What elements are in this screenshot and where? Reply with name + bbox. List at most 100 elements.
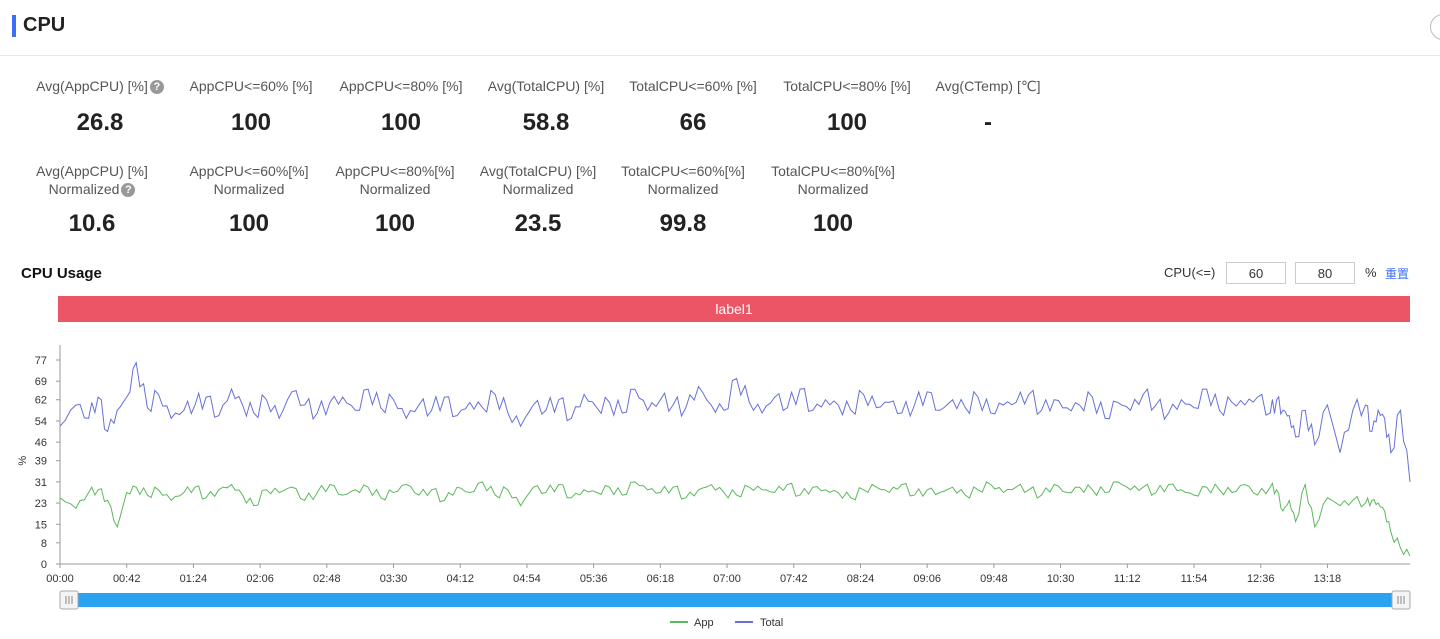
cpu-threshold-label: CPU(<=)	[1164, 265, 1216, 280]
help-icon[interactable]: ?	[121, 183, 136, 197]
stat-label: Avg(CTemp) [℃]	[935, 78, 1041, 94]
stat-value: 100	[812, 210, 854, 237]
x-tick-label: 02:48	[313, 573, 341, 585]
y-tick-label: 8	[41, 538, 47, 550]
stat-appcpu-le-60-normalized: AppCPU<=60%[%] Normalized 100	[174, 162, 324, 238]
x-tick-label: 00:42	[113, 573, 141, 585]
page-title: CPU	[23, 14, 66, 36]
y-tick-label: 23	[35, 498, 47, 510]
stat-value: 58.8	[522, 109, 570, 136]
x-tick-label: 03:30	[380, 573, 408, 585]
stat-label-normalized: Normalized	[647, 181, 719, 197]
x-tick-label: 07:00	[713, 573, 741, 585]
stat-label: AppCPU<=80% [%]	[339, 78, 463, 94]
stat-label-normalized: Normalized	[48, 181, 120, 197]
y-tick-label: 77	[35, 355, 47, 367]
stat-avg-appcpu: Avg(AppCPU) [%]? 26.8	[25, 77, 175, 137]
reset-link[interactable]: 重置	[1385, 267, 1410, 281]
stat-value: 100	[374, 210, 416, 237]
corner-button[interactable]	[1430, 14, 1440, 40]
y-tick-label: 39	[35, 456, 47, 468]
stat-appcpu-le-80-normalized: AppCPU<=80%[%] Normalized 100	[320, 162, 470, 238]
stat-totalcpu-le-80: TotalCPU<=80% [%] 100	[772, 77, 922, 137]
stat-label: Avg(AppCPU) [%]	[36, 78, 148, 94]
cpu-threshold-low-input[interactable]	[1226, 262, 1286, 284]
stat-value: 10.6	[68, 210, 116, 237]
stat-label: AppCPU<=80%[%]	[335, 163, 455, 179]
stat-value: 100	[230, 109, 272, 136]
chart-series	[59, 361, 1411, 557]
stat-totalcpu-le-80-normalized: TotalCPU<=80%[%] Normalized 100	[758, 162, 908, 238]
cpu-threshold-high-input[interactable]	[1295, 262, 1355, 284]
stat-appcpu-le-60: AppCPU<=60% [%] 100	[176, 77, 326, 137]
stat-value: 26.8	[76, 109, 124, 136]
y-axis-label: %	[17, 456, 29, 466]
stat-label-normalized: Normalized	[797, 181, 869, 197]
x-tick-label: 00:00	[46, 573, 74, 585]
stat-label: TotalCPU<=80%[%]	[771, 163, 895, 179]
x-tick-label: 07:42	[780, 573, 808, 585]
stat-label-normalized: Normalized	[502, 181, 574, 197]
x-tick-label: 04:54	[513, 573, 541, 585]
stat-totalcpu-le-60: TotalCPU<=60% [%] 66	[618, 77, 768, 137]
stat-label: Avg(TotalCPU) [%]	[479, 163, 597, 179]
stat-appcpu-le-80: AppCPU<=80% [%] 100	[326, 77, 476, 137]
help-icon[interactable]: ?	[149, 80, 164, 94]
stat-label-normalized: Normalized	[213, 181, 285, 197]
cpu-usage-chart: 0 8 15 23 31 39 46 54 62 69 77% 00:00 00:42 01:24 02:0…	[17, 345, 1411, 629]
stat-value: 100	[380, 109, 422, 136]
x-tick-label: 05:36	[580, 573, 608, 585]
slider-track	[66, 593, 1402, 607]
x-tick-label: 10:30	[1047, 573, 1075, 585]
stat-label: AppCPU<=60%[%]	[189, 163, 309, 179]
x-tick-label: 02:06	[246, 573, 274, 585]
zoom-slider[interactable]	[59, 590, 1411, 610]
stat-value: 66	[679, 109, 707, 136]
title-accent-bar	[12, 15, 16, 37]
stat-label: AppCPU<=60% [%]	[189, 78, 313, 94]
y-tick-label: 31	[35, 477, 47, 489]
x-tick-label: 09:48	[980, 573, 1008, 585]
x-tick-label: 11:54	[1181, 573, 1208, 585]
stat-value: 100	[826, 109, 868, 136]
x-tick-label: 12:36	[1247, 573, 1275, 585]
percent-unit-label: %	[1365, 265, 1377, 280]
x-tick-label: 06:18	[647, 573, 675, 585]
legend-label-total: Total	[760, 617, 783, 629]
stat-label: Avg(AppCPU) [%]	[36, 163, 148, 179]
cpu-usage-title: CPU Usage	[21, 265, 102, 282]
stat-value: 99.8	[659, 210, 707, 237]
y-tick-label: 15	[35, 519, 47, 531]
y-tick-label: 0	[41, 559, 47, 571]
legend-label-app: App	[694, 617, 714, 629]
stat-value: 100	[228, 210, 270, 237]
y-tick-label: 62	[35, 395, 47, 407]
x-tick-label: 11:12	[1114, 573, 1141, 585]
chart-legend: App Total	[670, 617, 783, 629]
chart-axes: 0 8 15 23 31 39 46 54 62 69 77% 00:00 00:42 01:24 02:0…	[17, 345, 1410, 585]
stat-avg-totalcpu-normalized: Avg(TotalCPU) [%] Normalized 23.5	[463, 162, 613, 238]
label-bar: label1	[58, 296, 1410, 322]
stat-label: TotalCPU<=80% [%]	[783, 78, 911, 94]
stat-label: Avg(TotalCPU) [%]	[487, 78, 605, 94]
stat-value: -	[984, 109, 992, 136]
y-tick-label: 46	[35, 437, 47, 449]
stat-label: TotalCPU<=60%[%]	[621, 163, 745, 179]
stat-label: TotalCPU<=60% [%]	[629, 78, 757, 94]
y-tick-label: 54	[35, 416, 47, 428]
stat-totalcpu-le-60-normalized: TotalCPU<=60%[%] Normalized 99.8	[608, 162, 758, 238]
stat-avg-ctemp: Avg(CTemp) [℃] -	[913, 77, 1063, 137]
x-tick-label: 08:24	[847, 573, 875, 585]
x-tick-label: 09:06	[913, 573, 941, 585]
stat-avg-appcpu-normalized: Avg(AppCPU) [%] Normalized? 10.6	[17, 162, 167, 238]
x-tick-label: 04:12	[446, 573, 474, 585]
stat-avg-totalcpu: Avg(TotalCPU) [%] 58.8	[471, 77, 621, 137]
x-tick-label: 13:18	[1314, 573, 1342, 585]
stat-label-normalized: Normalized	[359, 181, 431, 197]
x-tick-label: 01:24	[180, 573, 208, 585]
series-line-total	[59, 361, 1411, 482]
stat-value: 23.5	[514, 210, 562, 237]
y-tick-label: 69	[35, 376, 47, 388]
header: CPU	[0, 0, 1440, 56]
series-line-app	[59, 481, 1411, 557]
